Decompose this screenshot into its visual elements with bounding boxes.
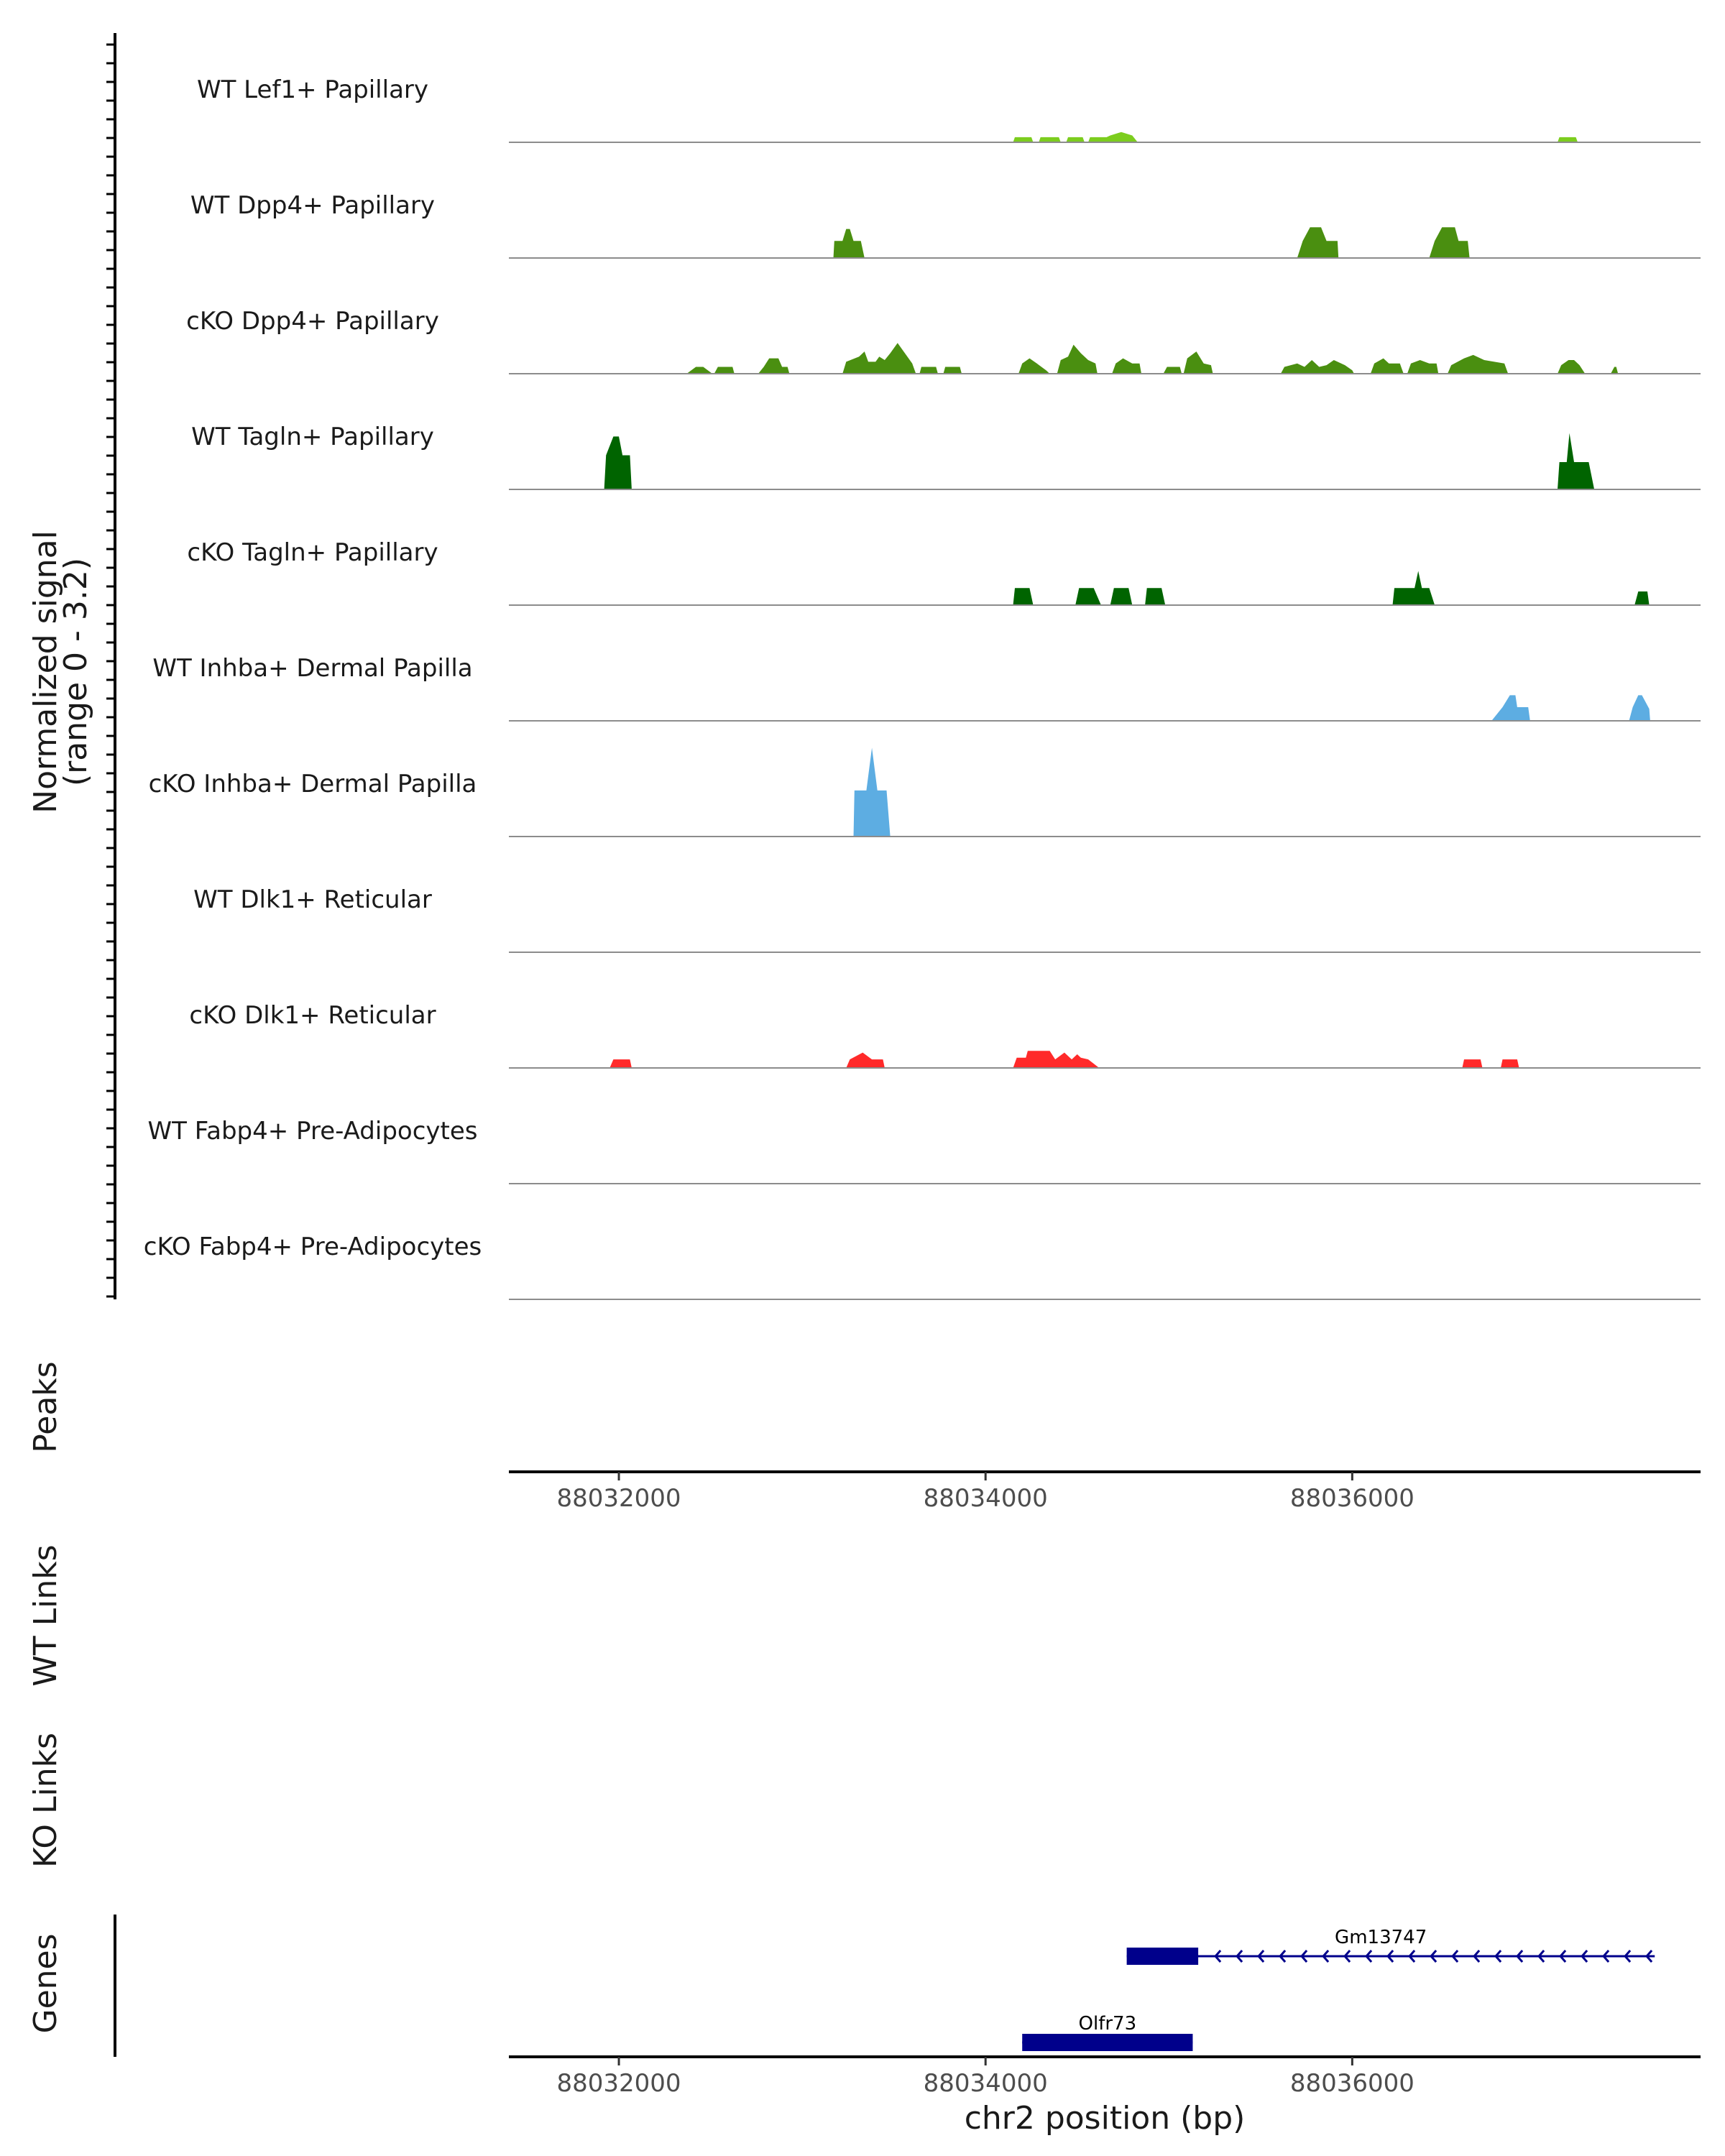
strand-arrow <box>1236 1950 1243 1963</box>
gene-label: Gm13747 <box>1335 1927 1427 1948</box>
coverage-track: cKO Inhba+ Dermal Papilla <box>149 747 1701 837</box>
ko-links-panel-title: KO Links <box>27 1733 64 1868</box>
track-label: WT Lef1+ Papillary <box>197 75 428 104</box>
gene-label: Olfr73 <box>1079 2013 1137 2035</box>
gene-exon <box>1022 2034 1193 2051</box>
coverage-area <box>853 747 891 837</box>
coverage-area <box>833 227 1470 258</box>
strand-arrow <box>1408 1950 1416 1963</box>
coverage-area <box>604 433 1595 489</box>
x-tick-label: 88034000 <box>924 1484 1048 1513</box>
coverage-area <box>1013 571 1650 605</box>
track-label: WT Fabp4+ Pre-Adipocytes <box>148 1117 478 1146</box>
strand-arrow <box>1343 1950 1351 1963</box>
coverage-track: cKO Dpp4+ Papillary <box>186 307 1701 374</box>
coverage-area <box>610 1051 1519 1068</box>
coverage-track: WT Tagln+ Papillary <box>191 423 1701 490</box>
peaks-x-axis-ticks: 88032000 88034000 88036000 <box>557 1472 1414 1513</box>
coverage-tracks: WT Lef1+ Papillary WT Dpp4+ Papillary cKO … <box>144 75 1701 1300</box>
gene-model: Gm13747 <box>1126 1927 1655 1965</box>
track-label: WT Tagln+ Papillary <box>191 423 434 451</box>
gene-exon <box>1126 1948 1199 1965</box>
track-label: cKO Fabp4+ Pre-Adipocytes <box>144 1233 482 1261</box>
strand-arrow <box>1386 1950 1394 1963</box>
track-label: cKO Tagln+ Papillary <box>187 538 438 567</box>
strand-arrow <box>1257 1950 1265 1963</box>
strand-arrow <box>1214 1950 1222 1963</box>
coverage-area <box>1491 695 1650 721</box>
coverage-track: WT Dlk1+ Reticular <box>193 885 1701 953</box>
strand-arrow <box>1430 1950 1438 1963</box>
strand-arrow <box>1559 1950 1567 1963</box>
coverage-area <box>1013 132 1578 142</box>
coverage-track: WT Fabp4+ Pre-Adipocytes <box>148 1117 1701 1184</box>
x-tick-label: 88036000 <box>1290 1484 1414 1513</box>
coverage-track: cKO Fabp4+ Pre-Adipocytes <box>144 1233 1701 1300</box>
strand-arrow <box>1602 1950 1610 1963</box>
coverage-track: cKO Tagln+ Papillary <box>187 538 1701 606</box>
coverage-track: WT Inhba+ Dermal Papilla <box>152 654 1701 722</box>
strand-arrow <box>1494 1950 1502 1963</box>
gene-model: Olfr73 <box>1022 2013 1193 2051</box>
peaks-panel-title: Peaks <box>27 1361 64 1452</box>
coverage-y-axis-range: (range 0 - 3.2) <box>58 558 94 786</box>
strand-arrow <box>1322 1950 1330 1963</box>
coverage-track: WT Lef1+ Papillary <box>197 75 1701 143</box>
strand-arrow <box>1624 1950 1632 1963</box>
strand-arrow <box>1645 1950 1653 1963</box>
strand-arrow <box>1279 1950 1287 1963</box>
track-label: WT Dlk1+ Reticular <box>193 885 432 914</box>
strand-arrow <box>1300 1950 1308 1963</box>
x-axis-title: chr2 position (bp) <box>965 2100 1246 2137</box>
wt-links-panel-title: WT Links <box>27 1544 64 1686</box>
strand-arrow <box>1473 1950 1481 1963</box>
track-label: cKO Dpp4+ Papillary <box>186 307 439 336</box>
coverage-track: WT Dpp4+ Papillary <box>190 191 1701 259</box>
coverage-track: cKO Dlk1+ Reticular <box>189 1001 1701 1069</box>
strand-arrow <box>1516 1950 1524 1963</box>
strand-arrow <box>1581 1950 1588 1963</box>
track-label: WT Inhba+ Dermal Papilla <box>152 654 472 683</box>
track-label: cKO Inhba+ Dermal Papilla <box>149 770 477 798</box>
coverage-area <box>686 343 1619 374</box>
strand-arrow <box>1365 1950 1373 1963</box>
coverage-y-axis-title: Normalized signal <box>27 530 64 814</box>
genes-panel-title: Genes <box>27 1933 64 2033</box>
gene-models: Gm13747 Olfr73 <box>1022 1927 1655 2051</box>
x-tick-label: 88032000 <box>557 1484 681 1513</box>
track-label: cKO Dlk1+ Reticular <box>189 1001 436 1030</box>
strand-arrow <box>1537 1950 1545 1963</box>
strand-arrow <box>1451 1950 1459 1963</box>
genes-x-axis-ticks: 88032000 88034000 88036000 <box>557 2057 1414 2098</box>
x-tick-label: 88036000 <box>1290 2069 1414 2098</box>
x-tick-label: 88032000 <box>557 2069 681 2098</box>
coverage-y-axis-ticks <box>106 43 115 1298</box>
track-label: WT Dpp4+ Papillary <box>190 191 435 220</box>
x-tick-label: 88034000 <box>924 2069 1048 2098</box>
